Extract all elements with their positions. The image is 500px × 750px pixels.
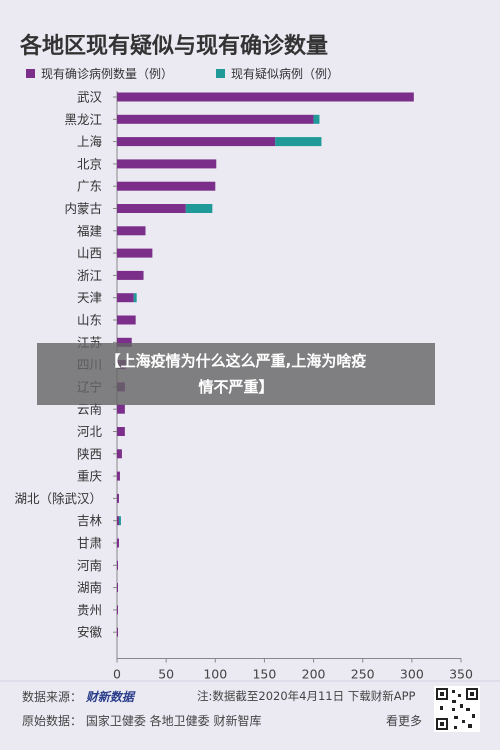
bar-confirmed: [117, 560, 118, 570]
raw-label: 原始数据：: [22, 714, 83, 728]
bar-confirmed: [117, 248, 153, 258]
x-tick-label: 250: [351, 667, 375, 682]
legend-label-suspected: 现有疑似病例（例）: [231, 67, 340, 81]
x-tick-label: 0: [113, 667, 121, 682]
category-label: 上海: [77, 134, 103, 149]
category-label: 北京: [77, 156, 102, 171]
category-label: 武汉: [77, 90, 103, 105]
bar-confirmed: [117, 159, 217, 169]
bar-confirmed: [117, 627, 118, 637]
x-tick-label: 350: [449, 667, 473, 682]
category-label: 安徽: [77, 625, 103, 640]
bar-suspected: [185, 204, 213, 213]
category-label: 黑龙江: [64, 112, 102, 127]
category-label: 陕西: [77, 446, 102, 461]
bar-confirmed: [117, 605, 118, 615]
bar-confirmed: [117, 226, 146, 236]
category-label: 浙江: [77, 268, 102, 283]
legend-item-suspected: 现有疑似病例（例）: [216, 65, 339, 82]
category-label: 山东: [77, 313, 102, 328]
category-label: 天津: [77, 290, 102, 305]
watch-more-label: 看更多: [386, 714, 423, 728]
bar-suspected: [313, 114, 320, 124]
category-label: 吉林: [77, 513, 103, 528]
bar-suspected: [133, 293, 137, 303]
bar-suspected: [118, 516, 121, 526]
bar-confirmed: [117, 181, 216, 191]
bar-confirmed: [117, 337, 132, 347]
category-label: 山西: [77, 246, 102, 261]
bar-confirmed: [117, 137, 276, 147]
x-tick-label: 200: [302, 667, 326, 682]
x-tick-label: 100: [203, 667, 227, 682]
bar-confirmed: [117, 270, 144, 280]
source-brand-logo: 财新数据: [85, 690, 134, 704]
category-label: 云南: [77, 402, 102, 417]
overlay-text: 【上海疫情为什么这么严重,上海为啥疫情不严重】: [105, 352, 367, 396]
legend-swatch-confirmed: [26, 69, 35, 78]
category-label: 湖南: [77, 580, 102, 595]
footer-source: 数据来源： 财新数据: [22, 688, 134, 705]
category-label: 广东: [77, 179, 102, 194]
bar-confirmed: [117, 449, 122, 459]
bar-confirmed: [117, 538, 119, 548]
source-label: 数据来源：: [22, 690, 83, 704]
bar-confirmed: [117, 114, 314, 124]
category-label: 河北: [77, 424, 103, 439]
bar-confirmed: [117, 92, 414, 102]
bar-confirmed: [117, 404, 125, 414]
raw-sources: 国家卫健委 各地卫健委 财新智库: [85, 714, 262, 728]
legend-swatch-suspected: [216, 69, 225, 78]
bar-confirmed: [117, 293, 134, 303]
footer-note: 注:数据截至2020年4月11日 下载财新APP: [197, 689, 416, 703]
category-label: 重庆: [77, 469, 103, 484]
category-label: 福建: [77, 223, 103, 238]
category-label: 湖北（除武汉）: [14, 491, 102, 506]
category-label: 甘肃: [77, 536, 102, 551]
category-label: 河南: [77, 558, 102, 573]
bar-confirmed: [117, 471, 120, 481]
legend-label-confirmed: 现有确诊病例数量（例）: [41, 67, 174, 81]
bar-confirmed: [117, 315, 136, 325]
bar-confirmed: [117, 427, 125, 436]
article-title-overlay: 【上海疫情为什么这么严重,上海为啥疫情不严重】: [37, 343, 435, 405]
chart-title: 各地区现有疑似与现有确诊数量: [20, 34, 329, 59]
x-tick-label: 150: [252, 667, 276, 682]
bar-confirmed: [117, 204, 186, 213]
bar-confirmed: [117, 583, 118, 593]
bar-suspected: [275, 137, 322, 147]
category-label: 贵州: [77, 602, 102, 617]
x-tick-label: 50: [158, 667, 174, 682]
bar-confirmed: [117, 516, 119, 526]
qr-code-icon[interactable]: [434, 686, 480, 732]
footer-raw: 原始数据： 国家卫健委 各地卫健委 财新智库: [22, 712, 261, 729]
legend-item-confirmed: 现有确诊病例数量（例）: [26, 65, 173, 82]
bar-confirmed: [117, 493, 119, 503]
x-tick-label: 300: [400, 667, 424, 682]
category-label: 内蒙古: [64, 201, 102, 216]
